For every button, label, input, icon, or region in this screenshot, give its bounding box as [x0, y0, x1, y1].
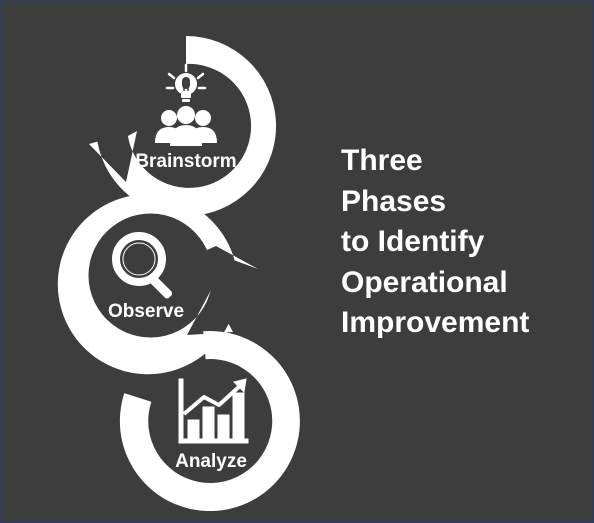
- chart-icon: [181, 379, 246, 441]
- title-line-5: Improvement: [341, 303, 529, 344]
- title-line-3: to Identify: [341, 222, 529, 263]
- title-line-1: Three: [341, 141, 529, 182]
- title-line-2: Phases: [341, 182, 529, 223]
- label-analyze: Analyze: [141, 451, 281, 473]
- title-line-4: Operational: [341, 263, 529, 304]
- title: Three Phases to Identify Operational Imp…: [341, 141, 529, 344]
- cycles-svg: [21, 21, 341, 511]
- label-brainstorm: Brainstorm: [116, 151, 256, 173]
- magnifier-icon: [116, 236, 173, 300]
- phase-cycles: Brainstorm Observe Analyze: [21, 21, 341, 511]
- brainstorm-icon: [155, 65, 217, 146]
- label-observe: Observe: [76, 301, 216, 323]
